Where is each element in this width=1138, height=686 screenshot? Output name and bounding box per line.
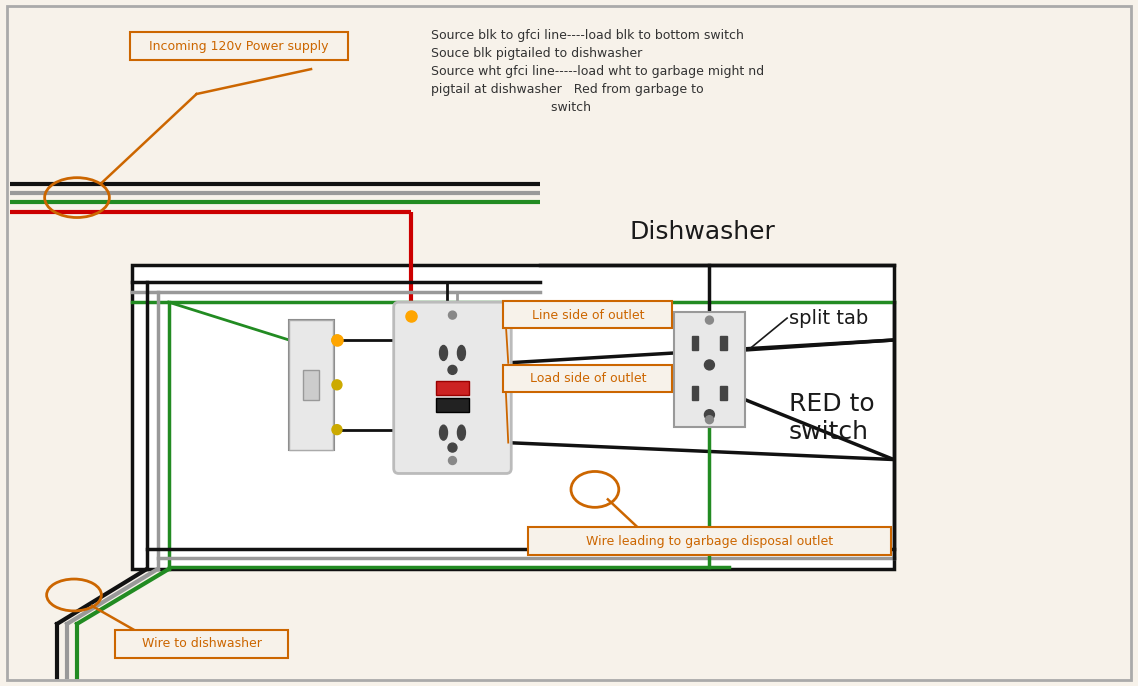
Bar: [692, 386, 699, 400]
Bar: [720, 386, 727, 400]
Text: split tab: split tab: [789, 309, 868, 328]
Ellipse shape: [439, 346, 447, 360]
Bar: [303, 370, 319, 400]
Ellipse shape: [439, 425, 447, 440]
Circle shape: [448, 311, 456, 319]
Bar: [289, 320, 333, 449]
Ellipse shape: [448, 443, 457, 452]
FancyBboxPatch shape: [115, 630, 288, 658]
Bar: [720, 336, 727, 350]
FancyBboxPatch shape: [528, 528, 891, 555]
Ellipse shape: [457, 346, 465, 360]
Ellipse shape: [704, 410, 715, 420]
Bar: [692, 336, 699, 350]
Ellipse shape: [457, 425, 465, 440]
Text: RED to
switch: RED to switch: [789, 392, 875, 444]
Ellipse shape: [448, 366, 457, 375]
Circle shape: [332, 335, 341, 345]
Circle shape: [332, 425, 341, 435]
Bar: [436, 381, 469, 394]
Text: Line side of outlet: Line side of outlet: [531, 309, 644, 322]
FancyBboxPatch shape: [394, 302, 511, 473]
Circle shape: [706, 316, 714, 324]
Bar: [289, 320, 333, 449]
Text: Wire to dishwasher: Wire to dishwasher: [141, 637, 262, 650]
Bar: [436, 398, 469, 412]
Text: Wire leading to garbage disposal outlet: Wire leading to garbage disposal outlet: [586, 534, 833, 547]
Text: Dishwasher: Dishwasher: [629, 220, 776, 244]
FancyBboxPatch shape: [503, 365, 671, 392]
FancyBboxPatch shape: [130, 32, 348, 60]
FancyBboxPatch shape: [503, 301, 671, 328]
Circle shape: [706, 416, 714, 424]
Ellipse shape: [704, 360, 715, 370]
Circle shape: [332, 380, 341, 390]
Bar: [674, 312, 745, 427]
Text: Source blk to gfci line----load blk to bottom switch
Souce blk pigtailed to dish: Source blk to gfci line----load blk to b…: [430, 29, 764, 115]
Text: Load side of outlet: Load side of outlet: [529, 372, 646, 386]
Bar: [132, 265, 893, 569]
Circle shape: [448, 457, 456, 464]
Text: Incoming 120v Power supply: Incoming 120v Power supply: [149, 40, 328, 53]
